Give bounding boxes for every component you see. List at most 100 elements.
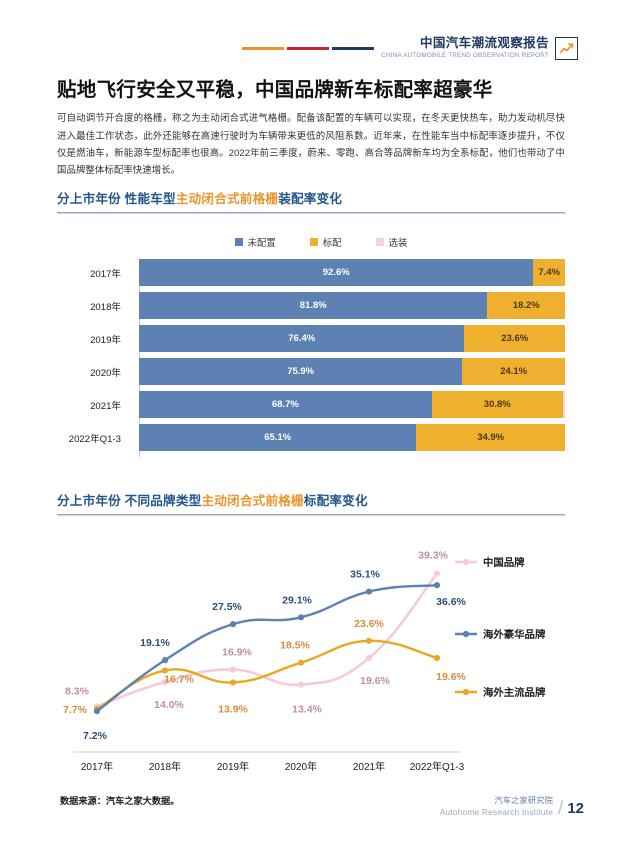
bar-segments: 65.1% 34.9% [139,424,565,451]
section-one-title: 分上市年份 性能车型主动闭合式前格栅装配率变化 [57,190,565,208]
footer-org-cn: 汽车之家研究院 [494,796,554,805]
accent-bar-red [287,46,330,50]
line-data-label: 19.6% [436,671,466,683]
line-data-point [297,659,305,666]
bar-segment-unconf: 92.6% [139,259,534,286]
bar-chart-row: 2019年 76.4% 23.6% [57,325,565,352]
header-brand-text: 中国汽车潮流观察报告 CHINA AUTOMOBILE TREND OBSERV… [381,36,549,61]
legend-swatch-icon [375,238,384,246]
legend-swatch-icon [234,238,243,246]
line-data-label: 19.1% [140,637,170,649]
bar-chart-row: 2020年 75.9% 24.1% [57,358,565,385]
x-axis-tick-label: 2022年Q1-3 [410,760,465,773]
section-two-title-part1: 分上市年份 不同品牌类型 [57,494,202,508]
legend-item-1: 标配 [309,235,342,249]
legend-label: 海外主流品牌 [483,686,546,699]
bar-segments: 75.9% 24.1% [139,358,565,385]
legend-marker-icon [462,558,470,566]
page-number: 12 [567,800,584,817]
line-data-label: 36.6% [436,596,466,608]
bar-segments: 76.4% 23.6% [139,325,565,352]
x-axis-tick-label: 2019年 [217,760,249,773]
bar-chart-rows: 2017年 92.6% 7.4% 2018年 81.8% 18.2% 2019年 76.4% 2… [57,259,565,451]
section-one-header: 分上市年份 性能车型主动闭合式前格栅装配率变化 [57,190,565,213]
bar-segment-unconf: 65.1% [139,424,417,451]
trend-up-icon [555,36,578,60]
section-one-title-part1: 分上市年份 性能车型 [57,192,176,206]
legend-swatch-icon [309,238,318,246]
bar-segment-std: 18.2% [487,292,565,319]
line-series-path [95,572,439,708]
legend-label: 海外豪华品牌 [483,628,546,641]
line-data-point [229,621,237,628]
x-axis-tick-label: 2021年 [353,760,385,773]
bar-chart-row: 2018年 81.8% 18.2% [57,292,565,319]
line-data-label: 23.6% [354,618,384,630]
bar-segment-std: 24.1% [462,358,565,385]
line-data-label: 16.9% [222,647,252,659]
section-two-title-part2: 标配率变化 [303,494,368,508]
legend-marker-icon [462,688,470,696]
bar-segments: 92.6% 7.4% [139,259,565,286]
bar-chart-row: 2021年 68.7% 30.8% [57,391,565,418]
footer-slash: / [558,798,564,819]
line-data-point [433,654,441,662]
footer-org-names: 汽车之家研究院 Autohome Research Institute [440,795,553,818]
bar-segment-unconf: 81.8% [139,292,488,319]
line-data-point [229,679,237,686]
line-data-label: 8.3% [65,685,90,697]
header-accent-bars [242,46,375,50]
body-paragraph: 可自动调节开合度的格栅，称之为主动闭合式进气格栅。配备该配置的车辆可以实现，在冬… [57,112,565,175]
line-series-path [95,583,439,713]
line-data-label: 13.9% [218,703,248,715]
legend-label: 标配 [322,237,342,248]
line-data-point [365,637,373,644]
legend-item-2: 选装 [375,235,408,249]
line-data-point [93,708,101,715]
section-one-divider [57,212,565,213]
line-data-label: 29.1% [282,594,312,606]
line-data-point [297,681,305,688]
line-data-label: 7.2% [83,730,108,742]
report-header: 中国汽车潮流观察报告 CHINA AUTOMOBILE TREND OBSERV… [0,28,620,68]
section-two-header: 分上市年份 不同品牌类型主动闭合式前格栅标配率变化 [57,492,565,515]
section-two-divider [57,514,565,515]
line-chart-svg: 8.3% 14.0% 16.9% 13.4% 19.6% 39.3% 7.2% 19.1% 27… [63,550,546,773]
line-data-point [365,654,373,662]
section-two-title-highlight: 主动闭合式前格栅 [201,494,304,508]
line-data-label: 39.3% [418,550,448,562]
section-two-title: 分上市年份 不同品牌类型主动闭合式前格栅标配率变化 [57,492,565,510]
bar-segment-unconf: 75.9% [139,358,463,385]
brand-title-cn: 中国汽车潮流观察报告 [419,35,549,50]
line-data-label: 35.1% [350,569,380,581]
bar-category-label: 2021年 [90,400,121,412]
bar-segment-std: 30.8% [431,391,563,418]
section-one-title-highlight: 主动闭合式前格栅 [175,192,279,206]
legend-item-0: 未配置 [234,235,276,249]
legend-label: 中国品牌 [483,556,525,569]
legend-marker-icon [462,630,470,638]
x-axis-tick-label: 2018年 [149,760,181,773]
bar-category-label: 2018年 [90,301,121,313]
accent-bar-orange [242,46,285,50]
stacked-bar-chart: 未配置 标配 选装 2017年 92.6% 7.4% 2018年 81.8% 18.2% 201… [57,232,565,464]
bar-segment-unconf: 76.4% [139,325,465,352]
legend-label: 选装 [388,237,408,248]
bar-segments: 68.7% 30.8% [139,391,565,418]
bar-chart-row: 2022年Q1-3 65.1% 34.9% [57,424,565,451]
bar-segments: 81.8% 18.2% [139,292,565,319]
x-axis-tick-label: 2020年 [285,760,317,773]
line-data-point [229,666,237,673]
line-data-label: 7.7% [63,704,88,716]
bar-category-label: 2019年 [90,334,121,346]
bar-category-label: 2022年Q1-3 [68,433,121,445]
bar-category-label: 2017年 [90,268,121,280]
bar-chart-row: 2017年 92.6% 7.4% [57,259,565,286]
line-data-point [433,582,441,589]
line-data-label: 27.5% [212,601,242,613]
data-source-note: 数据来源：汽车之家大数据。 [60,796,180,806]
accent-bar-blue [332,46,375,50]
bar-chart-plot: 2017年 92.6% 7.4% 2018年 81.8% 18.2% 2019年 76.4% 2… [57,259,565,457]
footer-org-en: Autohome Research Institute [439,807,554,817]
